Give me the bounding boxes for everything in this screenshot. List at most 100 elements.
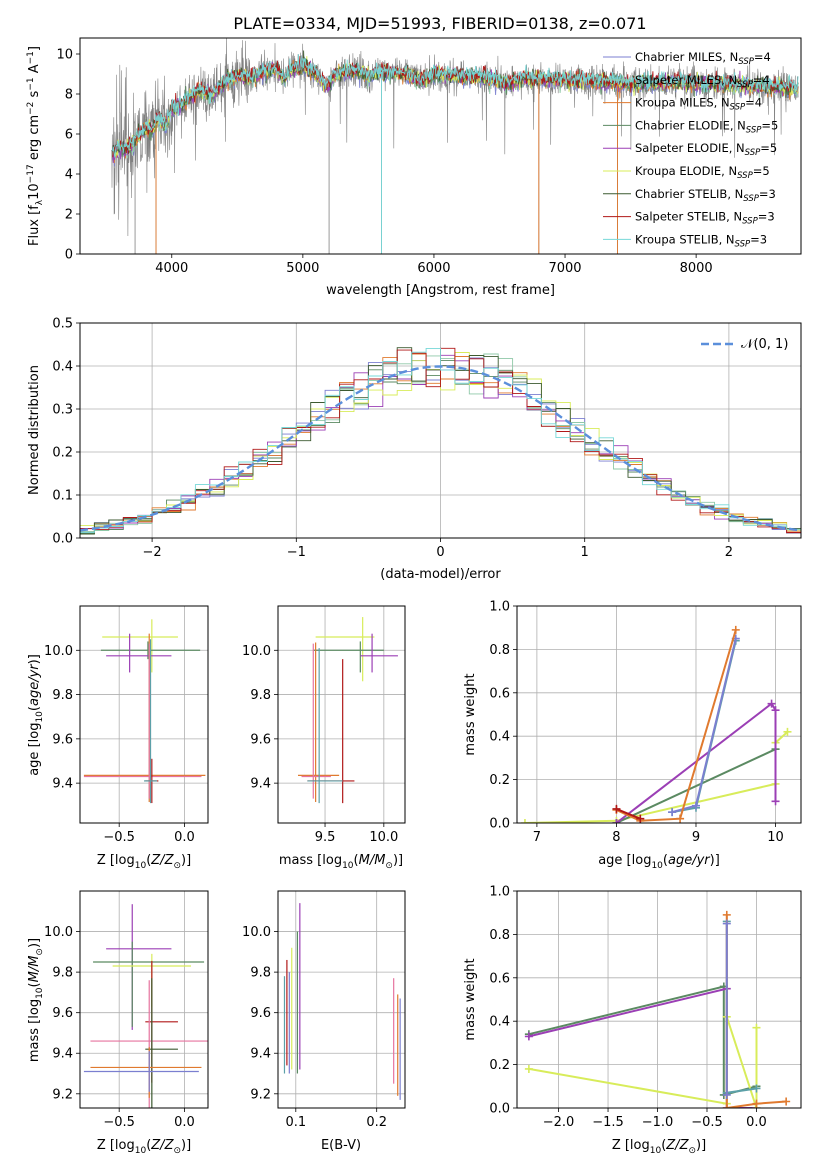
plot-area [283,903,401,1100]
errorbar-point-pink [301,643,331,799]
label-part: λ [35,199,45,205]
weight-line-salpeter_elodie [615,702,777,823]
plot-area [524,910,791,1108]
weight-marker [752,1084,761,1093]
legend-normal-label: 𝒩(0, 1) [741,337,788,352]
label-italic: Z/Z [665,1138,689,1153]
label-part: ( [146,853,151,868]
y-tick-label: 9.4 [250,777,271,792]
axes-frame [79,605,209,824]
legend-text: Salpeter ELODIE, N [635,141,745,155]
axes-frame [516,890,802,1109]
weight-marker [691,801,700,810]
axes-frame [79,37,802,255]
label-italic: age/yr [668,853,711,868]
label-subscript: 10 [35,987,45,999]
y-tick-label: 0.2 [52,446,73,461]
model-line-kroupa_stelib [112,54,799,158]
x-tick-label: 10.0 [369,830,398,845]
legend-text: =3 [758,210,775,224]
errorbar-point-salpeter_elodie [360,633,398,673]
label-part: mass [log [27,999,42,1062]
figure-title: PLATE=0334, MJD=51993, FIBERID=0138, z=0… [233,14,646,33]
legend-entry-kroupa_elodie: Kroupa ELODIE, NSSP=5 [635,164,770,181]
label-part: −1 [26,51,36,64]
x-tick-label: −0.5 [103,1115,135,1130]
label-part: )] [181,1138,191,1153]
histogram-kroupa_stelib [80,347,801,538]
errorbar-point-salpeter_elodie [106,633,172,673]
axes-frame [277,605,406,824]
x-tick-label: 2 [725,545,733,560]
x-tick-label: 9.5 [315,830,336,845]
label-part: erg cm [27,115,42,164]
legend-entry-chabrier_stelib: Chabrier STELIB, NSSP=3 [635,187,776,204]
y-tick-label: 0.4 [52,360,73,375]
x-axis-label: wavelength [Angstrom, rest frame] [326,283,555,298]
weight-marker [668,808,677,817]
y-tick-label: 0.5 [52,317,73,332]
label-subscript: 10 [135,861,147,871]
y-tick-label: 0.1 [52,489,73,504]
weight-line-kroupa_elodie [524,731,789,823]
label-part: ] [27,46,42,51]
weight-marker [636,814,645,823]
label-part: Z [log [97,1138,135,1153]
legend-subscript: SSP [742,217,758,227]
x-axis-label: (data-model)/error [380,567,501,582]
x-tick-label: −2 [143,545,162,560]
x-tick-label: 6000 [417,261,450,276]
y-tick-label: 0 [65,248,73,263]
y-axis-label: Flux [fλ10−17 erg cm−2 s−1 A−1] [26,46,45,246]
y-tick-label: 0.6 [489,686,510,701]
y-tick-label: 9.4 [52,777,73,792]
legend-text: Chabrier MILES, N [635,50,738,64]
x-tick-label: 9 [692,830,700,845]
y-tick-label: 10.0 [44,644,73,659]
legend-text: =3 [759,187,776,201]
y-tick-label: 9.8 [250,966,271,981]
y-tick-label: 4 [65,168,73,183]
x-tick-label: 0.2 [366,1115,387,1130]
legend-entry-chabrier_elodie: Chabrier ELODIE, NSSP=5 [635,118,778,135]
y-tick-label: 9.6 [52,1006,73,1021]
y-tick-label: 9.6 [52,732,73,747]
legend-text: Kroupa STELIB, N [635,232,735,246]
y-tick-label: 9.8 [250,688,271,703]
x-tick-label: 10 [767,830,784,845]
label-part: )] [710,853,720,868]
label-subscript: ⊙ [35,948,45,956]
y-tick-label: 0.6 [489,971,510,986]
label-part: )] [27,654,42,664]
label-part: )] [696,1138,706,1153]
age-vs-mass-panel: 9.5 10.0 9.4 9.6 9.8 10.0 mass [log10(M/M⊙)] [242,605,406,871]
label-part: ( [354,853,359,868]
errorbar-point-salpeter_elodie [106,904,172,1030]
y-tick-label: 0.4 [489,730,510,745]
weight-marker [722,1104,731,1108]
x-tick-label: 7000 [548,261,581,276]
x-axis-label: Z [log10(Z/Z⊙)] [612,1138,706,1156]
axes-frame [277,890,406,1109]
y-axis-label: mass weight [463,673,478,755]
axes-frame [516,605,802,824]
y-tick-label: 10.0 [242,925,271,940]
data-spectrum-line [111,38,799,237]
label-part: )] [27,938,42,948]
legend-text: =5 [753,164,770,178]
x-axis-label: E(B-V) [321,1138,361,1153]
errorbar-point-teal [144,639,158,804]
weight-vs-metallicity-panel: −2.0 −1.5 −1.0 −0.5 0.0 0.0 0.2 0.4 0.6 0.8 1.0 mas… [463,885,802,1156]
y-tick-label: 6 [65,128,73,143]
y-axis-label: age [log10(age/yr)] [27,654,45,776]
weight-marker [771,797,780,806]
x-tick-label: 5000 [286,261,319,276]
label-part: ( [27,706,42,711]
x-axis-label: Z [log10(Z/Z⊙)] [97,853,191,871]
x-tick-label: 7 [533,830,541,845]
label-part: mass [log [279,853,342,868]
mass-vs-metallicity-panel: −0.5 0.09.29.49.69.810.0Z [log10(Z/Z⊙)]ma… [27,890,209,1156]
plot-area [111,38,799,254]
normal-curve-line [80,365,801,532]
errorbar-point-pink [83,643,202,799]
